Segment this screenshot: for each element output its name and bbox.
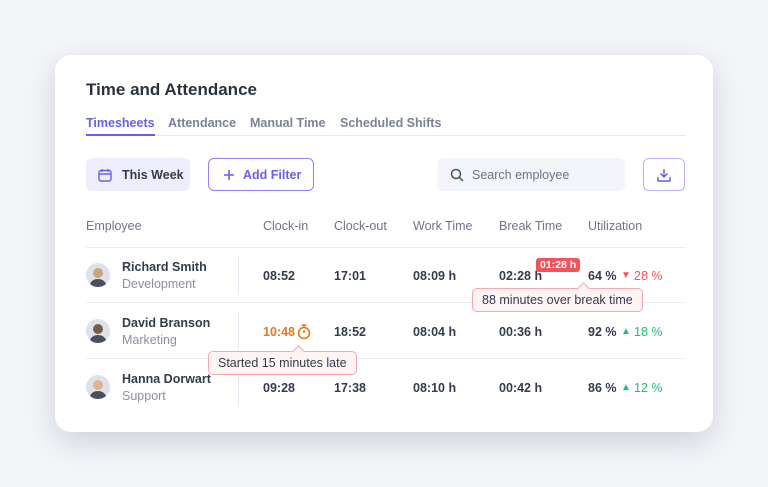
work-time: 08:09 h [413,269,457,283]
break-tooltip: 88 minutes over break time [472,288,643,312]
triangle-up-icon: ▲ [621,326,631,337]
divider [86,302,686,303]
avatar [86,375,110,399]
employee-name[interactable]: David Branson [122,316,211,330]
clock-out: 17:38 [334,381,366,395]
col-break-time[interactable]: Break Time [499,219,563,233]
utilization: 86 % [588,381,617,395]
clock-in: 10:48 [263,325,295,339]
late-tooltip: Started 15 minutes late [208,351,357,375]
tab-scheduled-shifts[interactable]: Scheduled Shifts [340,116,442,130]
divider [238,257,239,293]
add-filter-button[interactable]: Add Filter [208,158,314,191]
tab-manual-time[interactable]: Manual Time [250,116,326,130]
tab-bar: Timesheets Attendance Manual Time Schedu… [86,116,686,136]
divider [238,369,239,405]
break-time: 00:36 h [499,325,543,339]
tab-timesheets[interactable]: Timesheets [86,116,155,136]
utilization-change: 18 % [634,325,663,339]
triangle-up-icon: ▲ [621,382,631,393]
col-employee[interactable]: Employee [86,219,142,233]
break-time: 02:28 h [499,269,543,283]
col-clock-in[interactable]: Clock-in [263,219,309,233]
break-overage-badge: 01:28 h [536,258,581,272]
search-placeholder: Search employee [472,167,570,182]
utilization-change: 28 % [634,269,663,283]
triangle-down-icon: ▼ [621,270,631,281]
divider [86,358,686,359]
search-input[interactable]: Search employee [437,158,625,191]
page-title: Time and Attendance [86,80,257,99]
avatar [86,319,110,343]
this-week-label: This Week [122,167,184,182]
clock-out: 17:01 [334,269,366,283]
divider [86,247,686,248]
work-time: 08:04 h [413,325,457,339]
calendar-icon [98,168,112,182]
employee-department: Support [122,389,166,403]
clock-out: 18:52 [334,325,366,339]
col-work-time[interactable]: Work Time [413,219,473,233]
add-filter-label: Add Filter [243,167,302,182]
employee-department: Development [122,277,196,291]
divider [238,313,239,349]
search-icon [450,168,464,182]
avatar [86,263,110,287]
download-button[interactable] [643,158,685,191]
work-time: 08:10 h [413,381,457,395]
download-icon [657,168,671,182]
stopwatch-icon [297,324,311,340]
break-time: 00:42 h [499,381,543,395]
col-clock-out[interactable]: Clock-out [334,219,387,233]
this-week-button[interactable]: This Week [86,158,190,191]
clock-in: 09:28 [263,381,295,395]
plus-icon [224,169,234,180]
employee-name[interactable]: Hanna Dorwart [122,372,211,386]
clock-in: 08:52 [263,269,295,283]
tab-attendance[interactable]: Attendance [168,116,237,130]
utilization: 92 % [588,325,617,339]
utilization: 64 % [588,269,617,283]
employee-department: Marketing [122,333,177,347]
col-utilization[interactable]: Utilization [588,219,643,233]
utilization-change: 12 % [634,381,663,395]
employee-name[interactable]: Richard Smith [122,260,207,274]
time-attendance-card: Time and Attendance Timesheets Attendanc… [55,55,713,432]
